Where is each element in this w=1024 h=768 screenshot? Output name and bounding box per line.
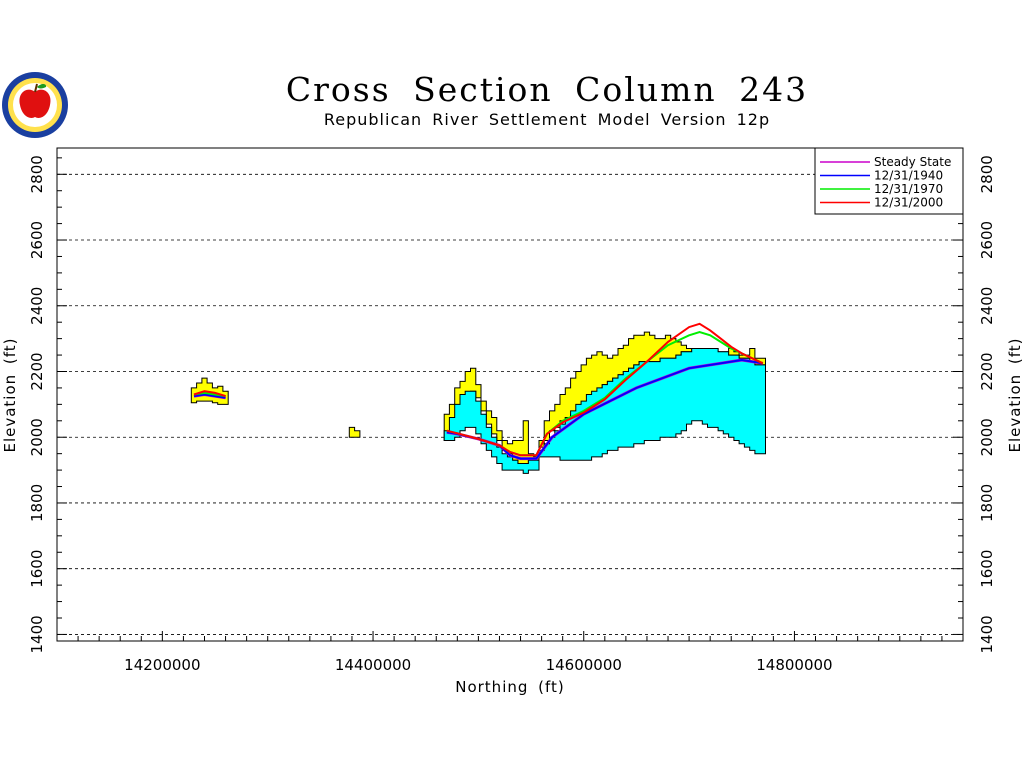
y-axis-label-right: Elevation (ft) xyxy=(1006,337,1024,452)
series-line-12-31-2000 xyxy=(193,390,226,398)
y-tick-label-right: 2400 xyxy=(978,287,996,325)
series-line-12-31-2000 xyxy=(446,322,764,457)
gridlines xyxy=(57,173,963,635)
x-tick-label: 14800000 xyxy=(756,656,832,674)
y-tick-label-right: 1400 xyxy=(978,615,996,653)
y-tick-label-right: 2600 xyxy=(978,221,996,259)
y-tick-label-left: 2000 xyxy=(28,418,46,456)
water-level-lines xyxy=(193,322,764,461)
apple-seal-logo xyxy=(2,72,68,138)
y-tick-label-right: 1600 xyxy=(978,550,996,588)
layer-upper xyxy=(348,426,361,438)
y-tick-label-right: 1800 xyxy=(978,484,996,522)
y-tick-label-right: 2000 xyxy=(978,418,996,456)
y-tick-label-left: 1800 xyxy=(28,484,46,522)
chart-subtitle: Republican River Settlement Model Versio… xyxy=(323,110,771,129)
legend-label-12-31-1970: 12/31/1970 xyxy=(874,182,943,196)
y-tick-label-left: 1400 xyxy=(28,615,46,653)
chart-title: Cross Section Column 243 xyxy=(285,70,809,109)
legend-label-12-31-2000: 12/31/2000 xyxy=(874,196,943,210)
axis-ticks: 1400 1400 1600 1600 1800 1800 2000 2000 2200 2200… xyxy=(28,155,996,674)
y-tick-label-right: 2800 xyxy=(978,155,996,193)
y-tick-label-left: 1600 xyxy=(28,550,46,588)
y-tick-label-left: 2600 xyxy=(28,221,46,259)
y-tick-label-right: 2200 xyxy=(978,352,996,390)
y-tick-label-left: 2400 xyxy=(28,287,46,325)
y-tick-label-left: 2800 xyxy=(28,155,46,193)
x-axis-label: Northing (ft) xyxy=(455,678,565,696)
apple-icon xyxy=(19,89,51,118)
y-tick-label-left: 2200 xyxy=(28,352,46,390)
legend-label-steady-state: Steady State xyxy=(874,155,951,169)
apple-leaf-icon xyxy=(37,83,47,89)
x-tick-label: 14400000 xyxy=(335,656,411,674)
plot-frame xyxy=(56,147,964,642)
x-tick-label: 14200000 xyxy=(124,656,200,674)
aquifer-layers xyxy=(190,331,766,474)
apple-stem-icon xyxy=(34,83,38,93)
legend-label-12-31-1940: 12/31/1940 xyxy=(874,169,943,183)
y-axis-label-left: Elevation (ft) xyxy=(1,337,19,452)
legend: Steady State12/31/194012/31/197012/31/20… xyxy=(814,147,964,215)
series-line-12-31-1940 xyxy=(193,393,226,399)
x-tick-label: 14600000 xyxy=(546,656,622,674)
